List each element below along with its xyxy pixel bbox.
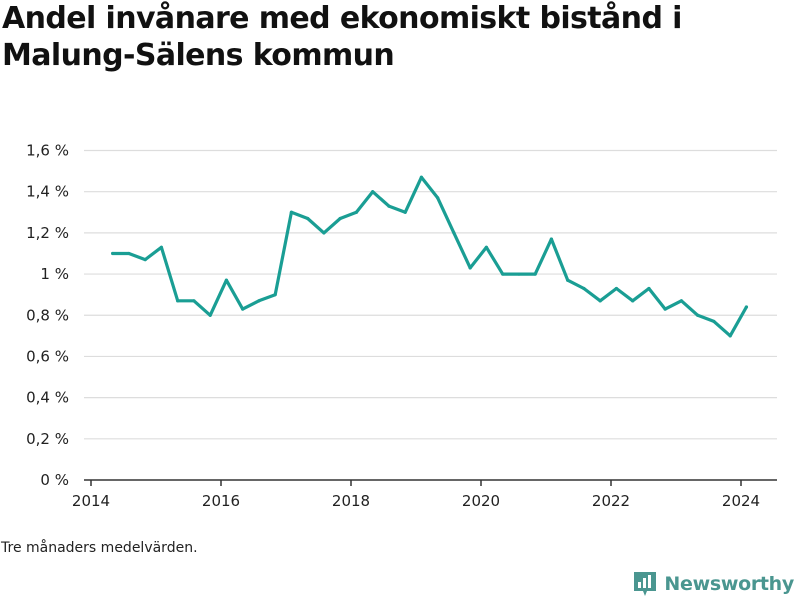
data-point [484, 245, 489, 249]
data-point [631, 299, 635, 303]
data-point [371, 190, 375, 194]
x-tick-label: 2022 [592, 492, 630, 510]
data-point [452, 231, 456, 235]
y-tick-label: 0,8 % [26, 306, 69, 324]
x-tick-label: 2018 [332, 492, 370, 510]
y-tick-label: 1 % [40, 265, 69, 283]
data-point [273, 293, 277, 297]
data-point [111, 251, 115, 256]
data-point [257, 299, 261, 303]
y-tick-label: 1,2 % [26, 224, 69, 242]
data-point [728, 334, 732, 338]
data-point [598, 299, 602, 303]
data-point [712, 319, 716, 324]
data-point [647, 286, 651, 291]
data-point [322, 231, 326, 235]
data-point [663, 307, 667, 311]
x-tick-label: 2016 [202, 492, 240, 510]
data-point [338, 216, 342, 221]
x-tick-label: 2020 [462, 492, 500, 510]
data-point [224, 278, 229, 282]
data-point [566, 278, 570, 282]
data-point [582, 286, 586, 291]
y-tick-label: 0,2 % [26, 430, 69, 448]
brand-logo: Newsworthy [632, 570, 794, 598]
data-point [549, 237, 554, 241]
data-point [354, 210, 359, 214]
data-point [289, 210, 294, 214]
data-point [419, 175, 424, 179]
x-axis-tick-labels: 2014 2016 2018 2020 2022 2024 [72, 492, 760, 510]
data-point [306, 216, 310, 221]
data-point [387, 204, 391, 208]
chart-title: Andel invånare med ekonomiskt bistånd i … [2, 1, 682, 73]
data-point [436, 196, 440, 200]
bar-chart-logo-icon [634, 572, 657, 596]
chart-caption: Tre månaders medelvärden. [1, 540, 198, 556]
data-point [403, 210, 407, 214]
data-point [208, 313, 212, 317]
y-tick-label: 1,6 % [26, 142, 69, 160]
data-point [679, 299, 684, 303]
data-point [468, 266, 472, 270]
data-point [159, 245, 164, 249]
series-line [111, 175, 748, 338]
series-layer [111, 175, 749, 338]
x-tick-label: 2024 [722, 492, 760, 510]
brand-name: Newsworthy [664, 573, 794, 595]
y-axis-tick-labels: 0 % 0,2 % 0,4 % 0,6 % 0,8 % 1 % 1,2 % 1,4 % 1,6 … [26, 142, 69, 490]
data-point [744, 305, 749, 309]
y-tick-label: 0,4 % [26, 389, 69, 407]
data-point [517, 272, 521, 276]
x-tick-label: 2014 [72, 492, 110, 510]
y-tick-label: 0,6 % [26, 347, 69, 365]
data-point [501, 272, 505, 276]
grid-lines [84, 149, 777, 440]
x-axis [84, 479, 777, 486]
data-point [143, 258, 147, 262]
data-point [127, 251, 131, 256]
data-point [192, 299, 196, 303]
data-point [533, 272, 537, 276]
y-tick-label: 1,4 % [26, 183, 69, 201]
y-tick-label: 0 % [40, 471, 69, 489]
data-point [696, 313, 700, 317]
data-point [614, 286, 619, 291]
data-point [176, 299, 180, 303]
data-point [241, 307, 245, 311]
